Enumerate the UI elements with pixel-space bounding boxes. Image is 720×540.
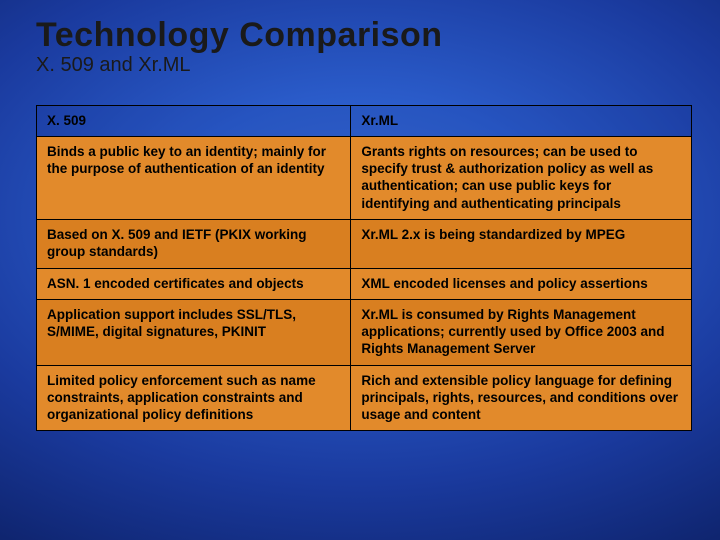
table-header-row: X. 509 Xr.ML: [37, 105, 692, 136]
table-cell: Grants rights on resources; can be used …: [351, 136, 692, 219]
table-row: Based on X. 509 and IETF (PKIX working g…: [37, 220, 692, 269]
table-header-left: X. 509: [37, 105, 351, 136]
slide: Technology Comparison X. 509 and Xr.ML X…: [0, 0, 720, 540]
slide-subtitle: X. 509 and Xr.ML: [36, 54, 692, 77]
table-cell: Xr.ML 2.x is being standardized by MPEG: [351, 220, 692, 269]
table-row: Limited policy enforcement such as name …: [37, 365, 692, 431]
table-cell: Limited policy enforcement such as name …: [37, 365, 351, 431]
table-cell: Based on X. 509 and IETF (PKIX working g…: [37, 220, 351, 269]
comparison-table: X. 509 Xr.ML Binds a public key to an id…: [36, 105, 692, 432]
table-cell: XML encoded licenses and policy assertio…: [351, 268, 692, 299]
table-cell: Binds a public key to an identity; mainl…: [37, 136, 351, 219]
table-cell: ASN. 1 encoded certificates and objects: [37, 268, 351, 299]
table-cell: Application support includes SSL/TLS, S/…: [37, 299, 351, 365]
table-cell: Rich and extensible policy language for …: [351, 365, 692, 431]
table-header-right: Xr.ML: [351, 105, 692, 136]
table-row: ASN. 1 encoded certificates and objects …: [37, 268, 692, 299]
table-cell: Xr.ML is consumed by Rights Management a…: [351, 299, 692, 365]
slide-title: Technology Comparison: [36, 18, 692, 54]
table-row: Binds a public key to an identity; mainl…: [37, 136, 692, 219]
table-row: Application support includes SSL/TLS, S/…: [37, 299, 692, 365]
